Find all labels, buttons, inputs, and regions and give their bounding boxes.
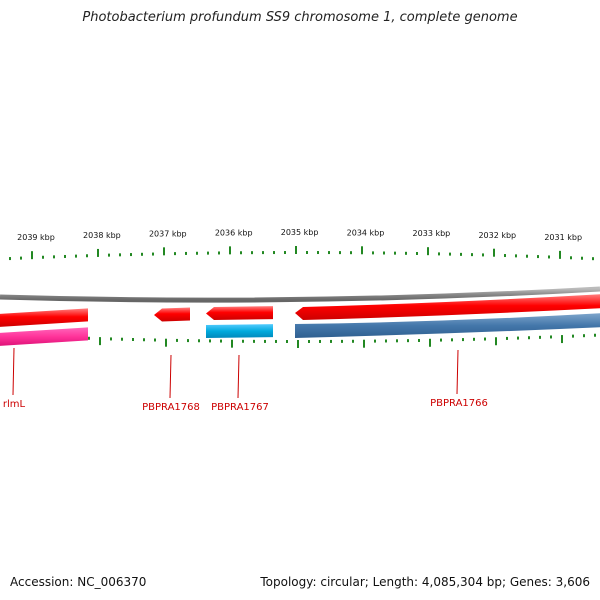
scale-label: 2032 kbp (478, 231, 516, 240)
scale-label: 2035 kbp (281, 228, 319, 237)
accession-text: Accession: NC_006370 (10, 575, 147, 589)
gene-label: PBPRA1767 (211, 402, 269, 413)
genome-backbone (0, 286, 600, 303)
scale-label: 2034 kbp (347, 228, 385, 237)
cds-bar-PBPRA1767 (206, 324, 273, 339)
gene-label: rlmL (3, 399, 26, 410)
gene-label-leader (12, 347, 15, 396)
gene-label: PBPRA1768 (142, 402, 200, 413)
scale-label: 2036 kbp (215, 228, 253, 237)
cds-bar-PBPRA1766 (295, 313, 600, 338)
gene-bar-PBPRA1766 (295, 294, 600, 320)
scale-label: 2033 kbp (413, 229, 451, 238)
gene-label-leader (456, 349, 459, 395)
genome-summary-text: Topology: circular; Length: 4,085,304 bp… (260, 575, 590, 589)
gene-bar-rlmL-red (0, 308, 88, 327)
gene-label: PBPRA1766 (430, 398, 488, 409)
scale-label: 2038 kbp (83, 231, 121, 240)
gene-bar-PBPRA1768 (154, 307, 190, 322)
gene-bar-PBPRA1767 (206, 306, 273, 321)
map-title: Photobacterium profundum SS9 chromosome … (82, 10, 518, 25)
gene-label-leader (169, 354, 172, 399)
gene-label-leader (237, 354, 240, 399)
scale-label: 2037 kbp (149, 229, 187, 238)
scale-label: 2031 kbp (544, 233, 582, 242)
gene-bar-rlmL-rna (0, 327, 88, 346)
scale-label: 2039 kbp (17, 233, 55, 242)
